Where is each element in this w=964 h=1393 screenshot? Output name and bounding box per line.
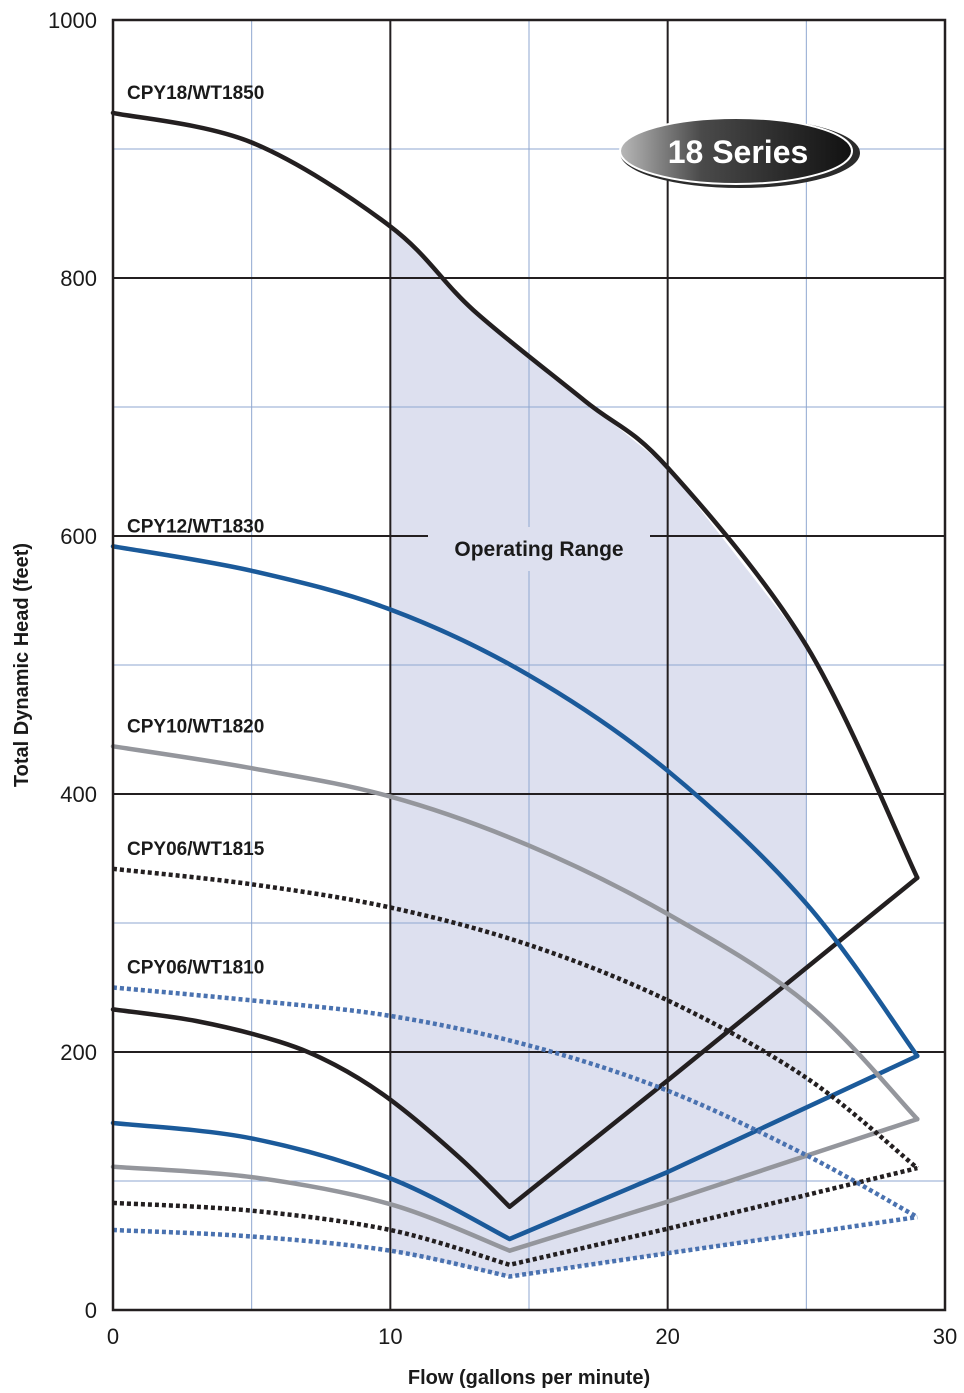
efficiency-curve [112,1165,918,1268]
y-tick-label: 800 [60,266,97,291]
operating-range-label-bg [428,527,650,571]
badge-text: 18 Series [668,134,809,170]
series-label: CPY06/WT1810 [127,958,264,979]
x-tick-label: 30 [933,1324,957,1349]
plot-frame [111,18,947,1312]
series-label: CPY18/WT1850 [127,83,264,104]
y-tick-label: 1000 [48,8,97,33]
efficiency-curve [112,1214,918,1279]
head-curve [110,744,920,1122]
operating-range-region [390,226,807,1277]
head-curves [110,110,920,1220]
head-curve [112,866,919,1170]
series-badge: 18 Series [619,117,860,188]
operating-range-label: Operating Range [454,538,623,561]
head-curve [110,110,920,881]
series-label: CPY10/WT1820 [127,716,264,737]
x-tick-label: 0 [107,1324,119,1349]
x-axis-ticks: 0 10 20 30 [107,1324,957,1349]
y-tick-label: 400 [60,782,97,807]
series-label: CPY12/WT1830 [127,516,264,537]
y-axis-title: Total Dynamic Head (feet) [11,543,33,787]
series-label: CPY06/WT1815 [127,839,265,860]
y-tick-label: 600 [60,524,97,549]
badge-pill [619,117,853,185]
efficiency-curve [110,1053,920,1242]
x-axis-title: Flow (gallons per minute) [408,1367,650,1389]
minor-gridlines [113,20,945,1310]
head-curve [112,985,919,1220]
efficiency-curve [110,875,920,1210]
x-tick-label: 10 [378,1324,402,1349]
major-gridlines [113,20,945,1310]
series-labels: CPY18/WT1850 CPY12/WT1830 CPY10/WT1820 CPY0… [127,83,265,979]
efficiency-curves [110,875,920,1279]
efficiency-curve [110,1116,920,1253]
head-curve [110,544,920,1059]
y-tick-label: 0 [85,1298,97,1323]
y-tick-label: 200 [60,1040,97,1065]
x-tick-label: 20 [655,1324,679,1349]
y-axis-ticks: 0 200 400 600 800 1000 [48,8,97,1323]
